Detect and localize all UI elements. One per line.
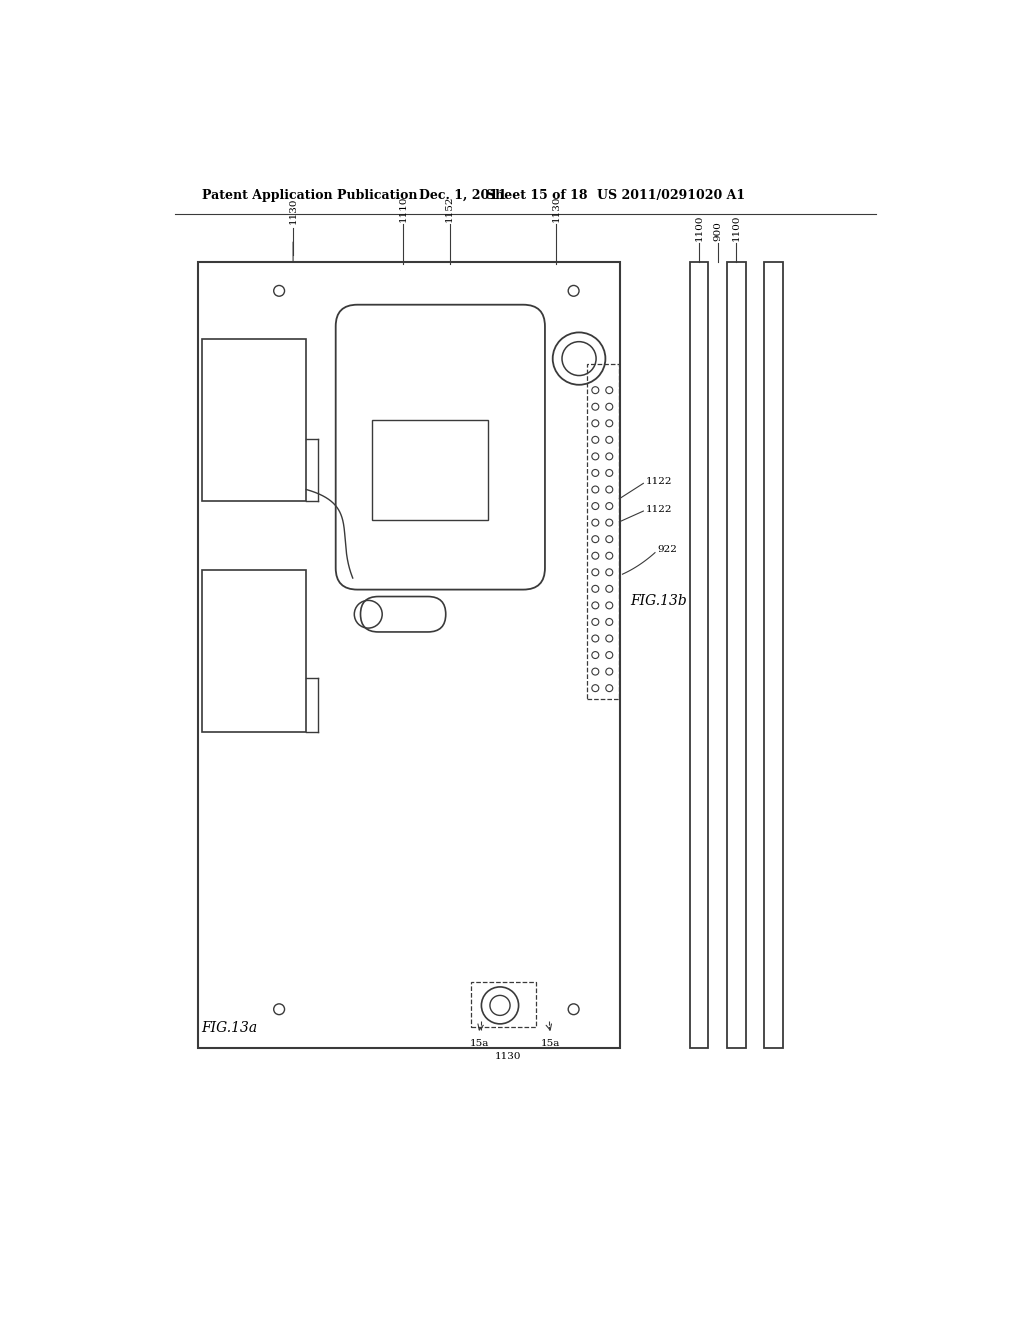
Text: 900: 900: [714, 220, 722, 240]
Text: Sheet 15 of 18: Sheet 15 of 18: [486, 189, 588, 202]
Bar: [202, 339, 306, 502]
Text: 1130: 1130: [495, 1052, 521, 1060]
Bar: [727, 263, 745, 1048]
Text: 1152: 1152: [445, 195, 454, 222]
Text: 1110: 1110: [398, 195, 408, 222]
Text: 15a: 15a: [541, 1039, 560, 1048]
Text: 922: 922: [657, 545, 677, 554]
Text: FIG.13a: FIG.13a: [202, 1020, 258, 1035]
Bar: [587, 364, 620, 700]
Bar: [471, 982, 537, 1027]
Bar: [198, 263, 621, 1048]
Text: 15a: 15a: [469, 1039, 488, 1048]
Text: 1130: 1130: [289, 198, 298, 224]
Bar: [202, 570, 306, 733]
Bar: [764, 263, 783, 1048]
Bar: [690, 263, 709, 1048]
Text: 1122: 1122: [646, 506, 672, 513]
Text: FIG.13b: FIG.13b: [630, 594, 687, 609]
Text: Dec. 1, 2011: Dec. 1, 2011: [419, 189, 507, 202]
Bar: [372, 420, 488, 520]
Text: Patent Application Publication: Patent Application Publication: [202, 189, 417, 202]
Text: 1130: 1130: [551, 195, 560, 222]
Text: 1122: 1122: [646, 478, 672, 486]
Text: 1100: 1100: [694, 214, 703, 240]
Text: 1100: 1100: [732, 214, 741, 240]
Text: US 2011/0291020 A1: US 2011/0291020 A1: [597, 189, 745, 202]
